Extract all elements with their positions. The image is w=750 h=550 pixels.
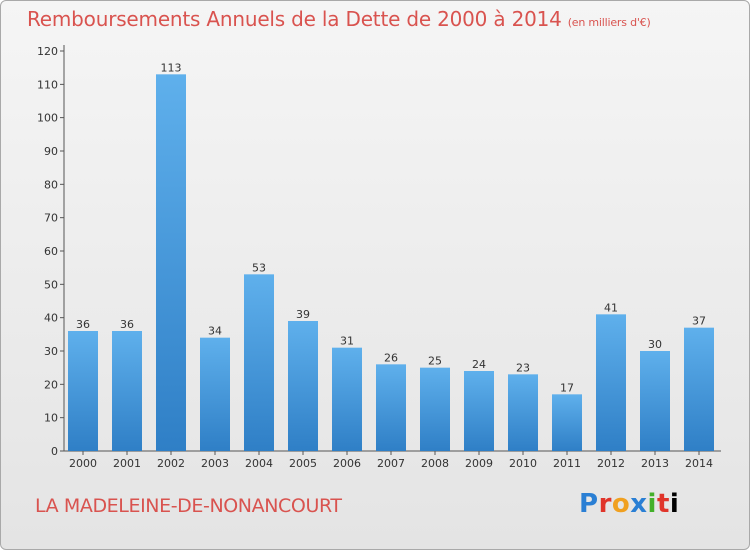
bar-value-label: 37 — [692, 315, 706, 328]
y-tick-label: 40 — [44, 312, 58, 325]
y-tick-label: 20 — [44, 378, 58, 391]
bar-value-label: 36 — [76, 318, 90, 331]
bar — [508, 374, 538, 451]
chart-title: Remboursements Annuels de la Dette de 20… — [27, 7, 651, 31]
bar-value-label: 113 — [161, 61, 182, 74]
x-tick-label: 2013 — [641, 457, 669, 470]
bar-value-label: 31 — [340, 335, 354, 348]
x-tick-label: 2003 — [201, 457, 229, 470]
bar-value-label: 25 — [428, 355, 442, 368]
y-tick-label: 10 — [44, 412, 58, 425]
bar — [288, 321, 318, 451]
bar-value-label: 24 — [472, 358, 486, 371]
logo-letter: i — [669, 489, 680, 519]
y-tick-label: 80 — [44, 178, 58, 191]
bar — [244, 274, 274, 451]
y-tick-label: 100 — [37, 112, 58, 125]
x-tick-label: 2004 — [245, 457, 273, 470]
bar-value-label: 23 — [516, 361, 530, 374]
bar — [68, 331, 98, 451]
logo-letter: r — [598, 489, 612, 519]
y-tick-label: 60 — [44, 245, 58, 258]
y-tick-label: 110 — [37, 78, 58, 91]
x-tick-label: 2010 — [509, 457, 537, 470]
x-tick-label: 2007 — [377, 457, 405, 470]
chart-subtitle: (en milliers d'€) — [567, 16, 651, 29]
y-tick-label: 90 — [44, 145, 58, 158]
logo-letter: t — [656, 489, 670, 519]
x-tick-label: 2006 — [333, 457, 361, 470]
x-tick-label: 2000 — [69, 457, 97, 470]
bar-value-label: 34 — [208, 325, 222, 338]
x-tick-label: 2014 — [685, 457, 713, 470]
bar — [156, 74, 186, 451]
bar — [552, 394, 582, 451]
bar — [464, 371, 494, 451]
x-tick-label: 2008 — [421, 457, 449, 470]
x-tick-label: 2009 — [465, 457, 493, 470]
bar-value-label: 53 — [252, 261, 266, 274]
y-tick-label: 0 — [51, 445, 58, 458]
bar-value-label: 39 — [296, 308, 310, 321]
y-tick-label: 70 — [44, 212, 58, 225]
bar-value-label: 30 — [648, 338, 662, 351]
bar — [376, 364, 406, 451]
commune-name: LA MADELEINE-DE-NONANCOURT — [35, 495, 342, 517]
y-tick-label: 120 — [37, 45, 58, 58]
bar — [596, 314, 626, 451]
bar — [640, 351, 670, 451]
bar — [200, 337, 230, 451]
x-tick-label: 2002 — [157, 457, 185, 470]
bar — [112, 331, 142, 451]
x-tick-label: 2012 — [597, 457, 625, 470]
x-tick-label: 2011 — [553, 457, 581, 470]
bar-value-label: 26 — [384, 351, 398, 364]
y-tick-label: 50 — [44, 278, 58, 291]
logo-letter: o — [611, 489, 631, 519]
x-tick-label: 2001 — [113, 457, 141, 470]
proxiti-logo[interactable]: Proxiti — [579, 489, 679, 519]
bar — [420, 367, 450, 451]
y-tick-label: 30 — [44, 345, 58, 358]
bar-value-label: 36 — [120, 318, 134, 331]
bar-value-label: 17 — [560, 381, 574, 394]
logo-letter: x — [630, 489, 648, 519]
logo-letter: i — [647, 489, 657, 519]
x-tick-label: 2005 — [289, 457, 317, 470]
logo-letter: P — [579, 489, 599, 519]
bar-value-label: 41 — [604, 301, 618, 314]
bar — [684, 327, 714, 451]
bar — [332, 347, 362, 451]
chart-title-text: Remboursements Annuels de la Dette de 20… — [27, 7, 562, 31]
